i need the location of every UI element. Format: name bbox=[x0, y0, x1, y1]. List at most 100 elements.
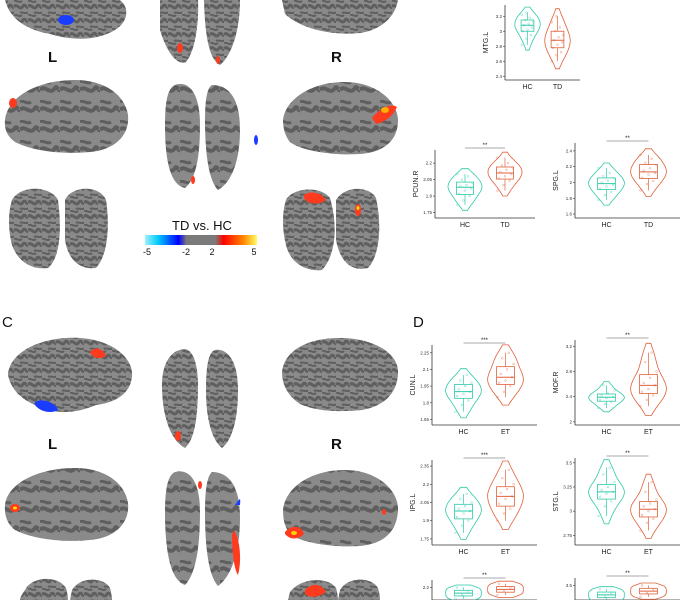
violin-shape bbox=[487, 151, 523, 197]
data-point bbox=[610, 500, 613, 503]
data-point bbox=[655, 498, 658, 501]
data-point bbox=[655, 370, 658, 373]
data-point bbox=[456, 203, 459, 206]
x-category-label: ET bbox=[644, 549, 654, 556]
panel-letter-d: D bbox=[413, 314, 424, 331]
data-point bbox=[500, 164, 504, 167]
data-point bbox=[507, 468, 510, 471]
x-category-label: HC bbox=[601, 429, 611, 436]
data-point bbox=[464, 385, 467, 388]
brain-row4-top-view bbox=[162, 348, 238, 448]
data-point bbox=[525, 11, 528, 14]
y-tick-label: 1.75 bbox=[423, 210, 432, 215]
data-point bbox=[504, 497, 507, 500]
hemisphere-label-right: R bbox=[331, 49, 342, 66]
y-tick-label: 1.6 bbox=[566, 212, 573, 217]
activation-blob-red bbox=[372, 105, 397, 124]
significance-label: *** bbox=[481, 338, 489, 344]
data-point bbox=[459, 379, 462, 382]
data-point bbox=[470, 381, 473, 384]
box bbox=[496, 366, 515, 385]
data-point bbox=[457, 192, 460, 195]
data-point bbox=[456, 173, 459, 176]
violin-shape bbox=[487, 580, 524, 598]
data-point bbox=[554, 30, 557, 33]
y-tick-label: 3.2 bbox=[496, 14, 503, 19]
data-point bbox=[521, 30, 525, 33]
y-tick-label: 2.05 bbox=[420, 500, 429, 505]
brain-row2-bottom-view bbox=[165, 84, 258, 190]
data-point bbox=[649, 376, 652, 379]
data-point bbox=[608, 171, 611, 175]
data-point bbox=[610, 190, 613, 194]
data-point bbox=[645, 182, 648, 186]
data-point bbox=[598, 495, 602, 498]
data-point bbox=[467, 590, 470, 593]
y-axis-label: IPG.L bbox=[410, 493, 417, 511]
data-point bbox=[511, 166, 514, 169]
data-point bbox=[528, 16, 531, 19]
violin-shape bbox=[630, 582, 667, 600]
colorbar bbox=[145, 235, 257, 245]
data-point bbox=[645, 521, 648, 524]
data-point bbox=[465, 373, 468, 377]
brain-row4-lateral-left bbox=[8, 337, 133, 413]
data-point bbox=[555, 15, 558, 18]
colorbar-tick: 2 bbox=[209, 247, 215, 257]
violin-shape bbox=[630, 473, 667, 539]
data-point bbox=[611, 395, 615, 398]
data-point bbox=[510, 173, 513, 176]
hemisphere-label-right: R bbox=[331, 436, 342, 453]
data-point bbox=[530, 26, 534, 29]
data-point bbox=[499, 170, 502, 174]
violin-shape bbox=[514, 6, 541, 51]
data-point bbox=[510, 376, 514, 379]
y-tick-label: 2.2 bbox=[566, 164, 573, 169]
violin-shape bbox=[487, 460, 524, 530]
data-point bbox=[645, 398, 648, 401]
data-point bbox=[653, 508, 657, 511]
violin-shape bbox=[588, 459, 625, 525]
data-point bbox=[559, 51, 563, 54]
data-point bbox=[613, 177, 616, 180]
data-point bbox=[520, 13, 523, 16]
data-point bbox=[462, 199, 465, 202]
data-point bbox=[611, 183, 615, 186]
data-point bbox=[457, 507, 460, 510]
violin-shape bbox=[588, 586, 625, 600]
y-tick-label: 2.4 bbox=[566, 394, 573, 399]
x-category-label: HC bbox=[458, 429, 468, 436]
box bbox=[550, 30, 565, 49]
data-point bbox=[558, 26, 561, 29]
colorbar-gradient bbox=[145, 235, 257, 245]
data-point bbox=[645, 591, 648, 595]
data-point bbox=[454, 531, 457, 534]
y-tick-label: 1.65 bbox=[420, 417, 429, 422]
y-tick-label: 2.6 bbox=[496, 59, 503, 64]
data-point bbox=[462, 392, 465, 395]
violin-chart: 3.5 ** bbox=[566, 571, 680, 600]
data-point bbox=[613, 389, 616, 392]
data-point bbox=[653, 384, 657, 387]
violin-shape bbox=[445, 486, 482, 540]
significance-label: ** bbox=[625, 571, 630, 577]
data-point bbox=[603, 403, 606, 406]
data-point bbox=[465, 183, 468, 187]
y-axis-label: MOF.R bbox=[553, 372, 560, 394]
data-point bbox=[460, 524, 463, 527]
data-point bbox=[639, 529, 642, 532]
data-point bbox=[508, 179, 511, 182]
data-point bbox=[496, 593, 499, 597]
data-point bbox=[603, 194, 606, 197]
data-point bbox=[556, 43, 559, 46]
data-point bbox=[502, 512, 505, 515]
data-point bbox=[602, 473, 605, 476]
x-category-label: TD bbox=[644, 222, 653, 229]
y-tick-label: 2.8 bbox=[496, 44, 503, 49]
violin-chart: 1.6 1.8 2 2.2 2.4 SPG.L HC TD ** bbox=[553, 136, 680, 229]
data-point bbox=[644, 360, 647, 364]
data-point bbox=[602, 384, 605, 387]
data-point bbox=[640, 390, 644, 393]
data-point bbox=[525, 37, 528, 40]
brain-row1-lateral-right bbox=[282, 0, 398, 34]
